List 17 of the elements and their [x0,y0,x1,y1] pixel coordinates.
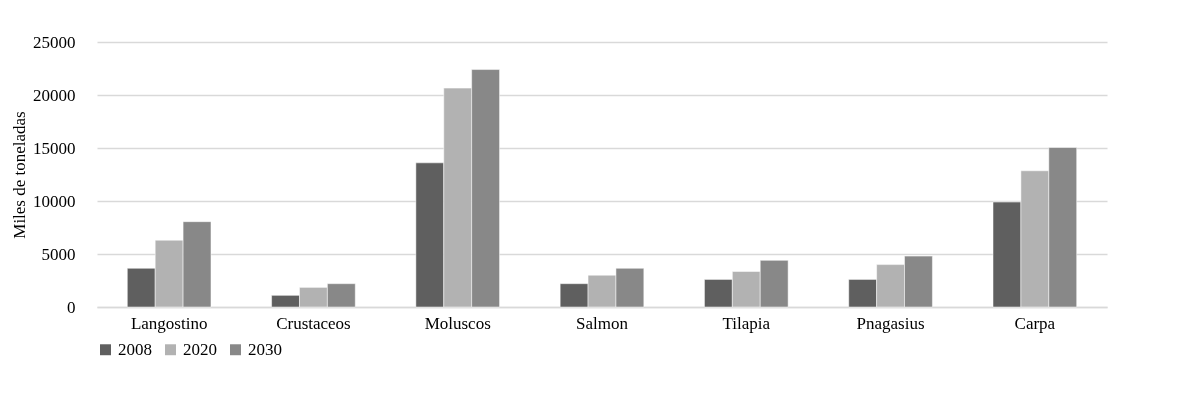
y-tick-label: 20000 [33,85,76,105]
legend-label: 2020 [183,339,217,359]
y-tick-label: 0 [67,297,76,317]
y-tick-label: 5000 [41,244,76,264]
x-tick-label: Tilapia [722,313,771,333]
y-tick-label: 10000 [33,191,76,211]
y-axis-title: Miles de toneladas [10,111,29,239]
x-tick-label: Pnagasius [856,313,925,333]
x-tick-label: Crustaceos [276,313,351,333]
x-tick-label: Langostino [130,313,208,333]
x-tick-label: Salmon [576,313,629,333]
legend-label: 2030 [248,339,282,359]
x-tick-label: Carpa [1014,313,1056,333]
y-tick-label: 25000 [33,32,76,52]
y-tick-label: 15000 [33,138,76,158]
x-tick-label: Moluscos [424,313,491,333]
legend-label: 2008 [118,339,152,359]
